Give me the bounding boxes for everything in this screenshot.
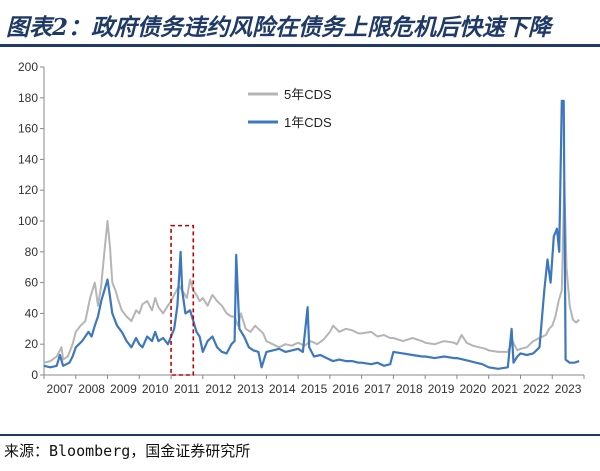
y-tick-label: 80 bbox=[25, 245, 39, 259]
x-tick-label: 2018 bbox=[396, 382, 423, 396]
y-tick-label: 140 bbox=[18, 152, 38, 166]
x-tick-label: 2014 bbox=[269, 382, 296, 396]
x-axis: 2007 2008 2009 2010 2011 2012 2013 2014 2015 2016… bbox=[43, 374, 585, 396]
x-tick-label: 2016 bbox=[332, 382, 359, 396]
x-tick-label: 2010 bbox=[142, 382, 169, 396]
y-tick-label: 120 bbox=[18, 183, 38, 197]
x-tick-label: 2021 bbox=[491, 382, 518, 396]
legend: 5年CDS 1年CDS bbox=[248, 87, 332, 130]
y-axis: 0 20 40 60 80 100 120 140 160 180 200 bbox=[18, 60, 45, 382]
cds-line-chart: 0 20 40 60 80 100 120 140 160 180 200 2007 2008 2009… bbox=[18, 60, 585, 396]
x-tick-label: 2020 bbox=[459, 382, 486, 396]
highlight-box-group bbox=[170, 224, 195, 376]
footer-divider bbox=[0, 434, 600, 436]
y-tick-label: 20 bbox=[25, 337, 39, 351]
x-tick-label: 2012 bbox=[205, 382, 232, 396]
series-line-5y-cds bbox=[43, 181, 580, 364]
x-tick-label: 2008 bbox=[78, 382, 105, 396]
title-divider bbox=[0, 44, 600, 47]
y-tick-label: 200 bbox=[18, 60, 38, 74]
x-tick-label: 2023 bbox=[555, 382, 582, 396]
x-tick-label: 2019 bbox=[428, 382, 455, 396]
x-tick-label: 2011 bbox=[174, 382, 200, 396]
y-tick-label: 0 bbox=[31, 368, 38, 382]
y-tick-label: 40 bbox=[25, 306, 39, 320]
x-tick-label: 2007 bbox=[47, 382, 74, 396]
x-tick-label: 2015 bbox=[301, 382, 328, 396]
title-bar: 图表2：政府债务违约风险在债务上限危机后快速下降 bbox=[0, 0, 600, 48]
legend-label-5y: 5年CDS bbox=[284, 87, 332, 102]
highlight-box bbox=[170, 224, 195, 376]
x-tick-label: 2009 bbox=[110, 382, 137, 396]
x-tick-label: 2022 bbox=[523, 382, 550, 396]
y-tick-label: 180 bbox=[18, 91, 38, 105]
y-tick-label: 60 bbox=[25, 276, 39, 290]
x-tick-label: 2017 bbox=[364, 382, 391, 396]
y-tick-label: 160 bbox=[18, 122, 38, 136]
series-lines bbox=[43, 99, 580, 370]
legend-label-1y: 1年CDS bbox=[284, 115, 332, 130]
y-tick-label: 100 bbox=[18, 214, 38, 228]
x-tick-label: 2013 bbox=[237, 382, 264, 396]
source-note: 来源：Bloomberg，国金证券研究所 bbox=[4, 442, 251, 460]
page-title: 图表2：政府债务违约风险在债务上限危机后快速下降 bbox=[6, 14, 552, 41]
series-line-1y-cds bbox=[43, 99, 580, 370]
